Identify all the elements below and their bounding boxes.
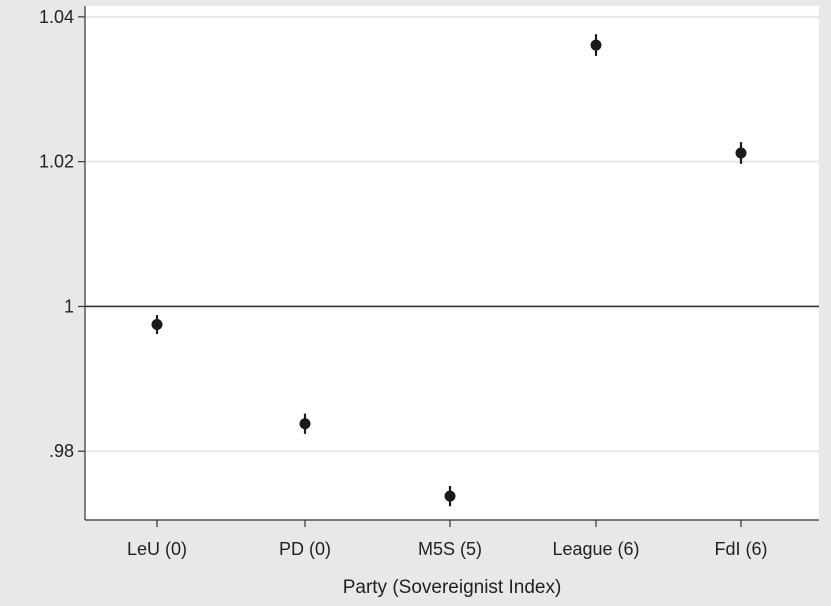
y-tick-label: 1.04 [39,7,74,27]
data-point [299,418,311,430]
x-tick-label: PD (0) [279,539,331,559]
y-tick-label: .98 [49,441,74,461]
labels-layer: .98 1 1.02 1.04 LeU (0) PD (0) M5S (5) League (… [39,7,768,559]
data-point [444,490,456,502]
y-tick-label: 1 [64,296,74,316]
axes-layer [78,6,819,527]
plot-area [85,6,819,520]
data-point [151,319,163,331]
y-tick-label: 1.02 [39,152,74,172]
data-point [735,147,747,159]
x-tick-label: FdI (6) [714,539,767,559]
x-axis-title: Party (Sovereignist Index) [343,577,562,598]
grid-layer [85,15,819,453]
x-tick-label: LeU (0) [127,539,187,559]
data-point [590,39,602,51]
x-tick-label: M5S (5) [418,539,482,559]
marks-layer [151,34,747,507]
x-tick-label: League (6) [552,539,639,559]
